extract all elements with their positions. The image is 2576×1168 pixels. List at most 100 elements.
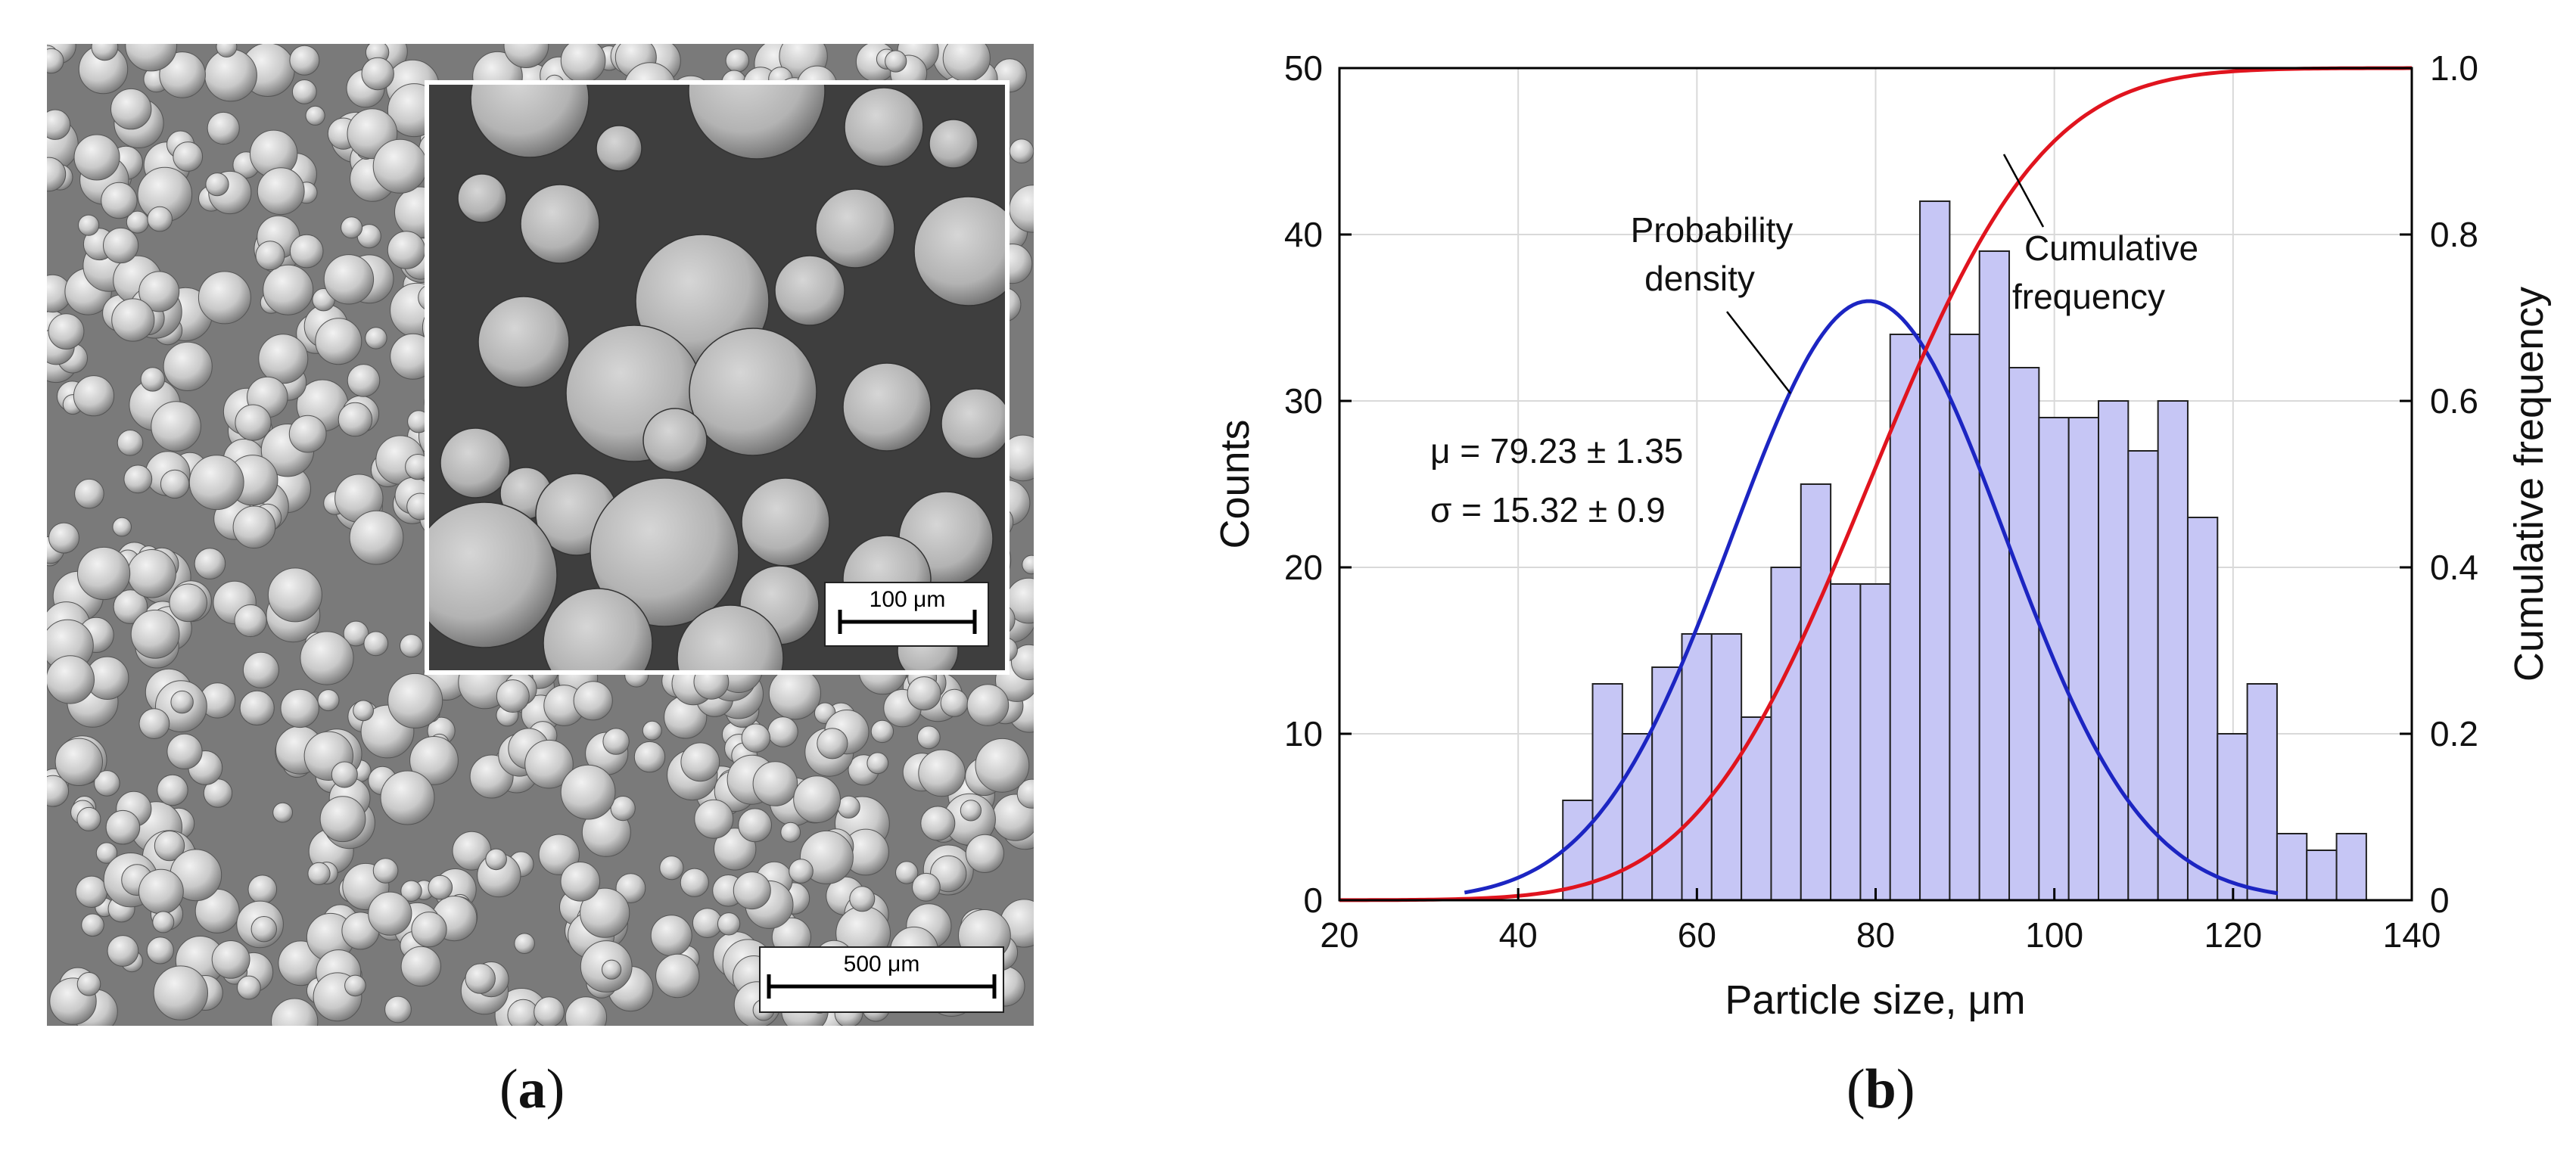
sem-particle [159, 51, 206, 98]
y2-tick-label: 1.0 [2430, 48, 2478, 88]
sem-particle [503, 44, 549, 68]
y-axis-label: Counts [1212, 419, 1258, 548]
sem-particle [400, 634, 424, 658]
sem-particle [280, 688, 319, 728]
sem-particle [47, 48, 64, 74]
sem-particle [485, 848, 507, 871]
sem-particle [305, 105, 325, 126]
panel-letter-a: a [518, 1058, 546, 1120]
sem-particle [235, 404, 272, 441]
sem-particle [368, 891, 412, 936]
sem-particle [789, 859, 814, 884]
sem-particle [680, 742, 720, 782]
histogram-bar [1681, 633, 1713, 901]
sem-particle [1009, 138, 1034, 163]
histogram-bar [2067, 417, 2099, 901]
sem-particle [101, 182, 138, 219]
histogram-bar [1800, 483, 1832, 901]
x-tick-label: 60 [1678, 915, 1716, 955]
sem-particle [331, 761, 358, 788]
histogram-bar [1770, 567, 1802, 901]
sem-particle [94, 770, 120, 797]
panel-label-a: (a) [499, 1058, 565, 1120]
cdf-label-line1: Cumulative [2024, 228, 2198, 268]
probability-density-curve [1464, 299, 2279, 896]
sem-particle [960, 800, 982, 822]
inset-particle [520, 184, 600, 264]
y-tick-label: 10 [1284, 714, 1323, 753]
sem-particle [580, 887, 630, 938]
sem-particle [194, 548, 226, 579]
sem-particle [965, 834, 1005, 874]
sem-particle [234, 604, 267, 638]
sem-particle [263, 264, 314, 315]
sem-particle [615, 873, 646, 903]
sem-particle [363, 631, 389, 657]
histogram-bar [1949, 334, 1980, 901]
sem-particle [76, 972, 101, 996]
sem-particle [602, 728, 630, 755]
sem-particle [95, 842, 118, 864]
y-tick-label: 0 [1303, 881, 1323, 920]
sem-particle [380, 770, 435, 825]
sem-particle [633, 741, 666, 773]
sem-particle [400, 880, 422, 902]
sem-particle [916, 725, 941, 750]
histogram-bar [2097, 400, 2130, 901]
sem-particle [315, 318, 362, 365]
sem-particle [920, 806, 956, 841]
sem-particle [1016, 778, 1034, 809]
x-tick-label: 100 [2025, 915, 2083, 955]
inset-particle [596, 125, 642, 172]
sem-particle [258, 334, 309, 384]
ticks: 20 40 60 80 100 120 1400102030405000.20.40.60.… [1284, 48, 2478, 955]
sem-particle [146, 937, 174, 965]
inset-particle [913, 196, 1005, 306]
sem-particle [975, 738, 1030, 793]
sem-particle [496, 679, 530, 713]
sem-particle [153, 965, 209, 1020]
sem-particle [160, 469, 190, 499]
x-tick-label: 140 [2383, 915, 2441, 955]
sem-particle [163, 341, 213, 391]
histogram-bar [2246, 683, 2278, 901]
mu-text: μ = 79.23 ± 1.35 [1430, 431, 1683, 471]
sem-particle [411, 912, 447, 948]
sem-particle [680, 868, 709, 897]
sem-particle [849, 886, 876, 912]
inset-particle [774, 255, 845, 326]
histogram-bar [2157, 400, 2189, 901]
sem-particle [123, 464, 153, 494]
sem-particle [338, 402, 373, 437]
sem-particle [103, 227, 139, 264]
sem-particle [112, 517, 132, 537]
x-tick-label: 40 [1499, 915, 1538, 955]
histogram-bar [2276, 833, 2308, 901]
sem-particle [602, 959, 622, 980]
sem-particle [738, 808, 772, 843]
sem-particle [117, 430, 144, 456]
cdf-leader-line [2002, 154, 2045, 228]
sem-particle [885, 50, 907, 73]
sem-particle [54, 738, 104, 786]
sem-particle [307, 862, 331, 886]
sem-particle [817, 728, 848, 760]
x-axis-label: Particle size, μm [1725, 977, 2025, 1023]
sem-particle [799, 830, 854, 884]
sem-particle [291, 79, 317, 104]
inset-particle [844, 87, 924, 167]
sem-particle [78, 214, 100, 236]
sem-particle [154, 830, 185, 862]
sem-particle [918, 749, 966, 797]
sem-particle [140, 367, 166, 392]
sem-particle [610, 796, 636, 822]
histogram-bar [1859, 583, 1891, 901]
histogram-bars [1562, 200, 2367, 901]
sem-particle [289, 234, 324, 269]
sem-particle [188, 455, 244, 511]
histogram-bar [2306, 850, 2338, 901]
sem-particle [534, 996, 565, 1026]
histogram-bar [2008, 367, 2040, 901]
